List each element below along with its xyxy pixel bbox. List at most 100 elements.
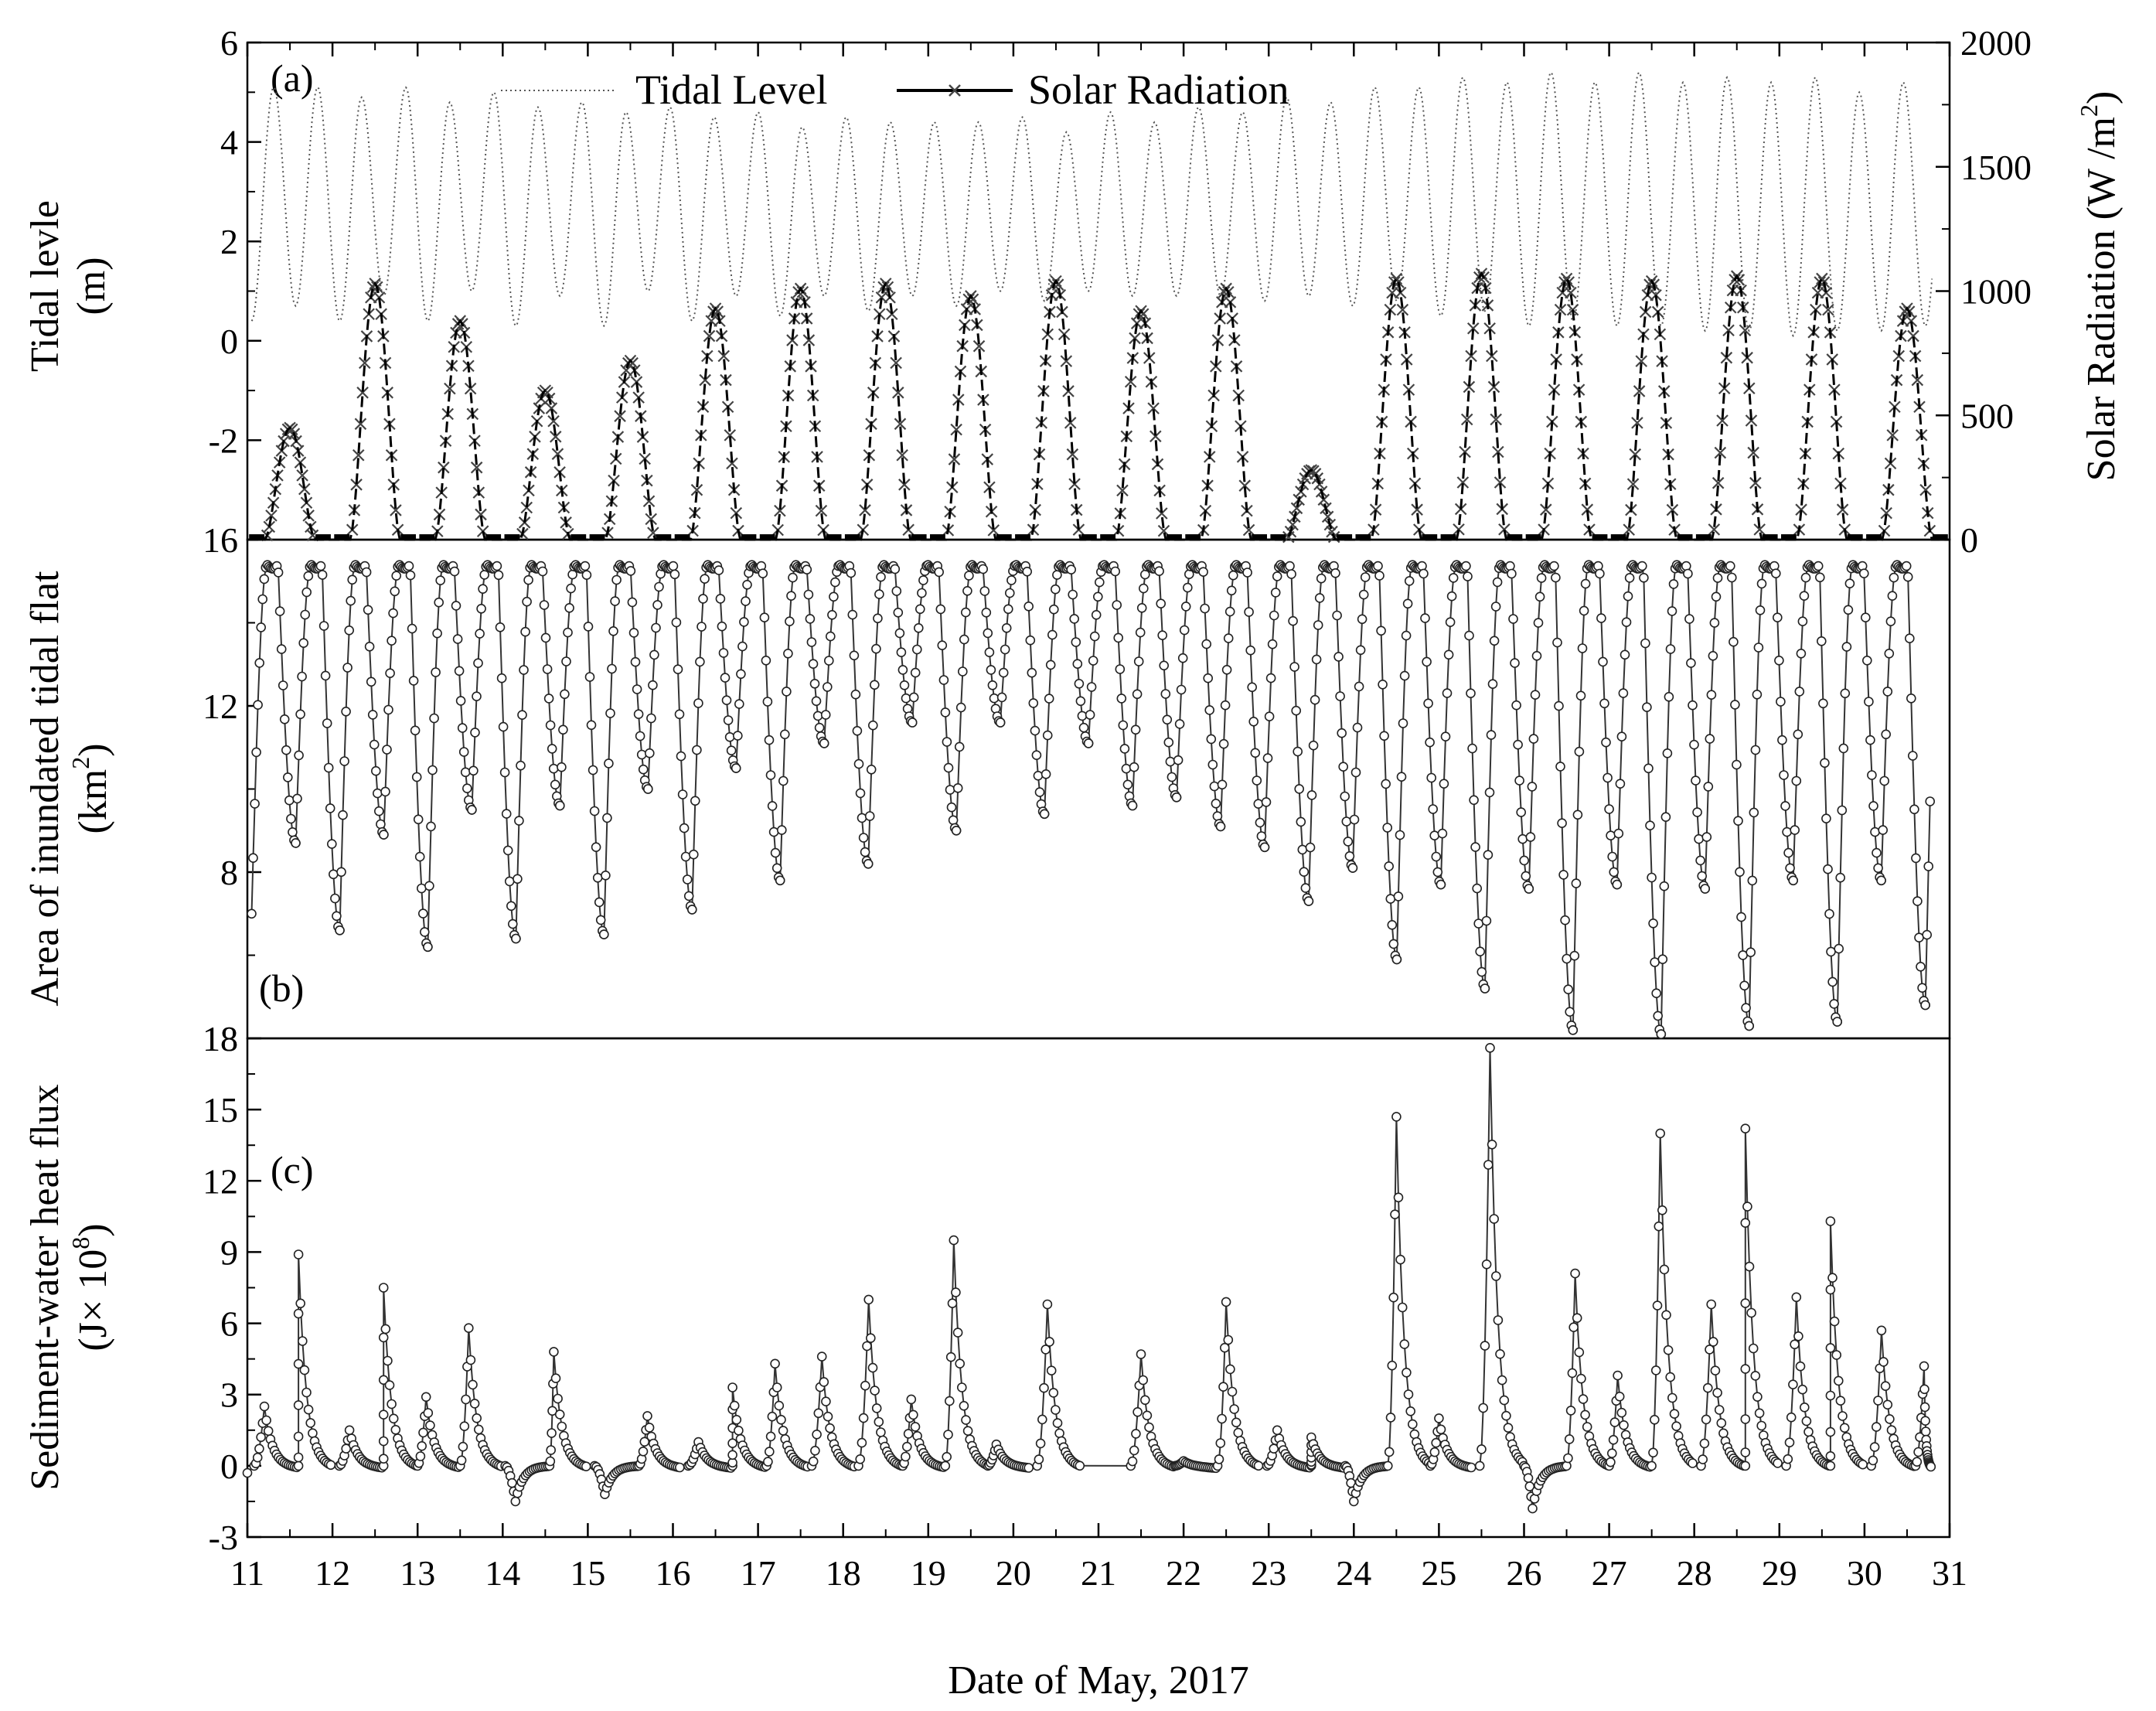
area-marker <box>1481 915 1492 926</box>
heat-flux-marker <box>1231 1417 1241 1428</box>
y2-axis-title-text: Solar Radiation (W /m2) <box>2075 91 2124 482</box>
solar-marker <box>896 448 908 462</box>
x-tick-label: 25 <box>1421 1553 1456 1593</box>
area-marker <box>671 617 682 628</box>
y2-part: Solar Radiation (W /m <box>2079 117 2124 481</box>
solar-marker <box>1242 523 1255 537</box>
y2-axis-title: Solar Radiation (W /m2) <box>2075 91 2124 482</box>
heat-flux-marker <box>1783 1454 1793 1464</box>
area-marker <box>1215 821 1226 832</box>
area-marker <box>410 725 421 736</box>
heat-flux-marker <box>1570 1268 1580 1279</box>
area-marker <box>417 908 428 919</box>
area-marker <box>380 786 390 797</box>
heat-flux-marker <box>771 1382 782 1392</box>
area-marker <box>1173 755 1184 765</box>
heat-flux-marker <box>1872 1422 1882 1432</box>
area-marker <box>668 561 679 571</box>
area-marker <box>806 637 817 647</box>
area-marker <box>1154 566 1164 577</box>
area-marker <box>1357 614 1368 625</box>
area-marker <box>1916 962 1926 972</box>
area-marker <box>1817 636 1827 646</box>
y-axis-title-a-unit: (m) <box>70 257 114 315</box>
area-marker <box>759 612 770 623</box>
heat-flux-marker <box>1698 1454 1708 1464</box>
heat-flux-marker <box>1564 1434 1575 1444</box>
heat-flux-marker <box>418 1427 428 1438</box>
area-marker <box>901 693 911 704</box>
area-marker <box>1425 737 1435 748</box>
heat-flux-marker <box>871 1403 882 1413</box>
x-tick-label: 21 <box>1081 1553 1116 1593</box>
heat-flux-marker <box>1129 1445 1139 1456</box>
area-marker <box>431 667 441 677</box>
heat-flux-marker <box>1388 1292 1398 1303</box>
area-marker <box>523 574 533 585</box>
area-marker <box>642 784 653 794</box>
area-marker <box>1135 627 1146 638</box>
area-marker <box>1000 644 1010 655</box>
area-marker <box>764 735 775 745</box>
area-marker <box>1303 896 1314 906</box>
x-tick-label: 16 <box>656 1553 691 1593</box>
solar-marker <box>1892 349 1906 363</box>
heat-flux-marker <box>819 1377 829 1387</box>
area-marker <box>1868 801 1878 811</box>
area-marker <box>608 625 618 636</box>
area-marker <box>1034 787 1045 797</box>
area-marker <box>499 767 510 778</box>
unit-part: ) <box>71 1223 115 1236</box>
area-marker <box>1041 769 1051 779</box>
area-marker <box>767 801 778 811</box>
area-marker <box>1771 568 1781 579</box>
solar-marker <box>1062 385 1075 397</box>
heat-flux-marker <box>1825 1216 1836 1226</box>
area-marker <box>1003 604 1013 615</box>
solar-marker <box>373 291 386 304</box>
heat-flux-marker <box>1756 1420 1766 1431</box>
heat-flux-marker <box>469 1399 480 1409</box>
solar-marker <box>520 501 533 514</box>
heat-flux-marker <box>1034 1454 1044 1464</box>
area-marker <box>610 596 620 606</box>
area-marker <box>1448 573 1459 583</box>
ya-tick-label: 2 <box>220 222 238 261</box>
area-marker <box>1047 629 1058 640</box>
area-marker <box>908 692 919 703</box>
heat-flux-marker <box>1886 1425 1897 1435</box>
heat-flux-marker <box>1436 1424 1446 1435</box>
solar-marker <box>1390 272 1403 285</box>
area-marker <box>1209 781 1220 792</box>
solar-marker <box>786 334 799 346</box>
area-marker <box>1618 688 1629 698</box>
solar-marker <box>987 524 1000 537</box>
area-marker <box>1402 598 1413 609</box>
area-marker <box>1820 758 1830 769</box>
heat-flux-marker <box>1876 1325 1887 1336</box>
area-marker <box>253 700 263 711</box>
area-marker <box>1432 867 1443 878</box>
heat-flux-marker <box>1614 1392 1625 1402</box>
solar-marker <box>547 414 560 428</box>
solar-marker <box>1218 285 1231 298</box>
solar-marker <box>711 305 724 318</box>
heat-flux-marker <box>1607 1448 1617 1458</box>
solar-marker <box>1460 413 1473 426</box>
heat-flux-marker <box>1384 1447 1395 1457</box>
yc-tick-label: 18 <box>203 1019 238 1058</box>
heat-flux-marker <box>1405 1406 1415 1416</box>
heat-flux-marker <box>1565 1406 1576 1416</box>
area-marker <box>1864 697 1874 707</box>
area-marker <box>1297 844 1308 855</box>
area-marker <box>339 756 349 766</box>
area-marker <box>387 636 397 646</box>
area-marker <box>1882 687 1893 697</box>
heat-flux-marker <box>1051 1405 1061 1415</box>
solar-marker <box>475 508 487 521</box>
area-marker <box>423 942 433 953</box>
area-marker <box>812 711 823 721</box>
area-marker <box>779 729 790 740</box>
unit-sup: 8 <box>66 1237 94 1249</box>
yc-tick-label: 3 <box>220 1375 238 1415</box>
